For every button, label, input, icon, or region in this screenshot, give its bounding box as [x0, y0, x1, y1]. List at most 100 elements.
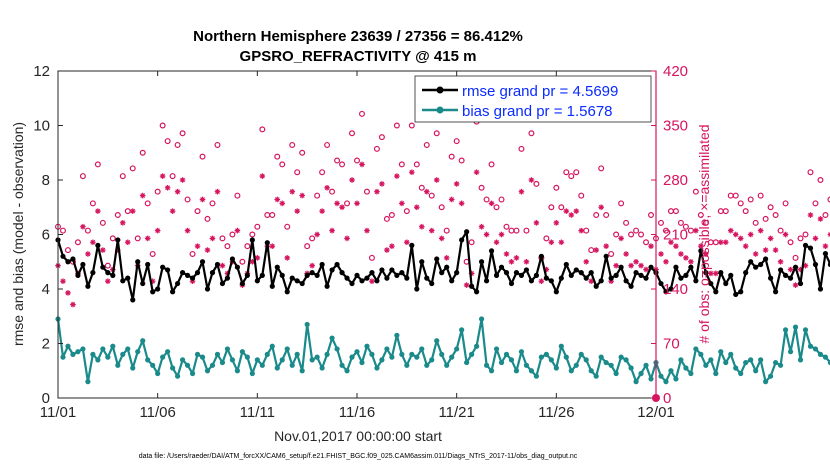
assimilated-obs-point — [284, 255, 291, 261]
legend: rmse grand pr = 4.5699 bias grand pr = 1… — [414, 75, 652, 123]
bias-point — [628, 365, 634, 371]
possible-obs-point — [623, 219, 630, 226]
rmse-point — [503, 270, 510, 276]
assimilated-obs-point — [154, 227, 161, 234]
assimilated-obs-point — [603, 243, 609, 249]
rmse-point — [374, 278, 380, 284]
assimilated-obs-stroke — [70, 302, 76, 307]
possible-obs-point — [408, 122, 415, 129]
rmse-point — [344, 275, 350, 281]
bias-point — [807, 343, 814, 349]
rmse-point — [518, 272, 525, 278]
assimilated-obs-stroke — [120, 220, 126, 226]
possible-obs-point — [194, 208, 201, 215]
assimilated-obs-stroke — [668, 239, 674, 245]
bias-point — [175, 373, 181, 379]
bias-point — [693, 346, 699, 352]
bias-point — [344, 368, 350, 374]
assimilated-obs-point — [737, 235, 744, 242]
rmse-point — [568, 272, 574, 278]
rmse-point — [777, 267, 784, 273]
possible-obs-point — [204, 215, 211, 222]
assimilated-obs-point — [648, 243, 654, 249]
assimilated-obs-point — [493, 239, 500, 246]
assimilated-obs-point — [458, 200, 465, 207]
assimilated-obs-stroke — [454, 181, 460, 187]
possible-obs-point — [807, 169, 814, 176]
assimilated-obs-point — [757, 227, 764, 234]
rmse-point — [782, 272, 789, 278]
rmse-point — [449, 278, 455, 284]
bias-point — [454, 346, 460, 352]
rmse-point — [583, 275, 589, 281]
assimilated-obs-stroke — [299, 193, 305, 198]
assimilated-obs-stroke — [85, 251, 91, 257]
right-y-tick-label: 140 — [663, 281, 688, 298]
assimilated-obs-point — [767, 235, 774, 242]
assimilated-obs-point — [204, 247, 211, 253]
possible-obs-point — [189, 250, 196, 257]
right-y-tick-label: 70 — [663, 336, 680, 353]
left-y-tick-label: 6 — [42, 227, 50, 244]
assimilated-obs-stroke — [583, 259, 589, 265]
possible-obs-point — [154, 188, 161, 195]
possible-obs-point — [299, 149, 306, 156]
possible-obs-point — [792, 254, 799, 261]
bias-point — [160, 354, 166, 360]
rmse-point — [150, 289, 156, 295]
bias-point — [254, 357, 260, 363]
possible-obs-point — [329, 188, 336, 195]
bias-point — [608, 362, 614, 368]
possible-obs-point — [443, 227, 450, 234]
assimilated-obs-stroke — [284, 255, 290, 261]
possible-obs-point — [518, 145, 525, 152]
bias-point — [314, 354, 320, 360]
possible-obs-point — [633, 227, 640, 234]
assimilated-obs-stroke — [324, 185, 330, 191]
assimilated-obs-point — [418, 223, 425, 230]
bias-point — [633, 379, 639, 385]
bias-point — [334, 346, 340, 352]
bias-point — [673, 376, 679, 382]
assimilated-obs-point — [194, 243, 201, 249]
assimilated-obs-point — [384, 247, 390, 253]
assimilated-obs-point — [319, 208, 325, 214]
bias-point — [409, 351, 415, 357]
bias-point — [234, 368, 240, 374]
rmse-point — [563, 261, 569, 268]
assimilated-obs-point — [598, 204, 604, 211]
bias-point — [748, 357, 754, 363]
x-tick-label: 11/26 — [538, 404, 574, 421]
assimilated-obs-stroke — [399, 200, 405, 206]
rmse-point — [204, 286, 211, 292]
rmse-point — [723, 280, 729, 287]
assimilated-obs-stroke — [205, 247, 210, 253]
assimilated-obs-stroke — [289, 189, 295, 195]
assimilated-obs-point — [752, 251, 759, 257]
bias-point — [359, 359, 365, 366]
rmse-point — [100, 264, 106, 270]
assimilated-obs-stroke — [175, 189, 180, 195]
possible-obs-point — [229, 231, 236, 238]
possible-obs-point — [184, 196, 191, 203]
assimilated-obs-point — [414, 204, 420, 211]
bias-point — [364, 343, 370, 349]
bias-point — [194, 351, 201, 357]
possible-obs-point — [234, 192, 241, 199]
possible-obs-point — [114, 212, 121, 219]
assimilated-obs-stroke — [125, 239, 131, 245]
possible-obs-point — [104, 262, 111, 269]
assimilated-obs-point — [219, 262, 226, 269]
rmse-point — [120, 278, 126, 284]
bias-point — [663, 379, 669, 385]
possible-obs-point — [573, 169, 580, 176]
assimilated-obs-stroke — [643, 267, 649, 272]
rmse-point — [434, 256, 440, 262]
possible-obs-point — [682, 223, 689, 230]
assimilated-obs-point — [438, 235, 445, 242]
assimilated-obs-point — [105, 278, 111, 285]
bias-point — [493, 346, 500, 352]
possible-obs-point — [383, 215, 390, 222]
left-y-tick-label: 4 — [42, 281, 50, 298]
assimilated-obs-point — [448, 196, 455, 203]
